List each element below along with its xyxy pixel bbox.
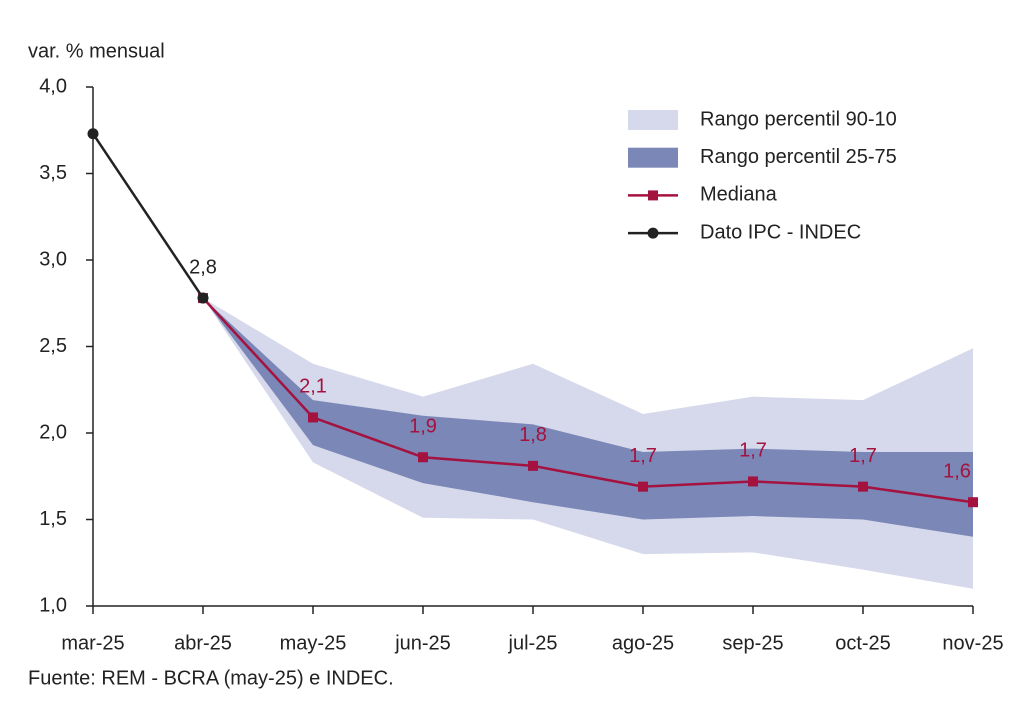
y-tick-label: 3,5 <box>39 162 67 184</box>
x-tick-label: sep-25 <box>722 632 783 654</box>
legend-label: Dato IPC - INDEC <box>700 221 861 243</box>
data-label: 1,8 <box>519 424 547 446</box>
point-marker <box>87 128 99 140</box>
point-marker <box>197 292 209 304</box>
y-tick-label: 4,0 <box>39 75 67 97</box>
x-tick-label: jul-25 <box>508 632 558 654</box>
legend-swatch <box>628 110 678 130</box>
y-tick-label: 1,0 <box>39 594 67 616</box>
point-marker <box>968 497 978 508</box>
y-tick-label: 2,5 <box>39 335 67 357</box>
point-marker <box>748 476 758 487</box>
legend-marker <box>648 190 658 201</box>
legend-label: Rango percentil 25-75 <box>700 146 897 168</box>
y-tick-label: 3,0 <box>39 248 67 270</box>
data-label: 2,8 <box>189 256 217 278</box>
data-label: 1,7 <box>629 445 657 467</box>
point-marker <box>528 460 538 471</box>
y-tick-label: 2,0 <box>39 421 67 443</box>
point-marker <box>308 412 318 423</box>
x-tick-label: jun-25 <box>394 632 451 654</box>
data-label: 1,9 <box>409 416 437 438</box>
data-label: 1,7 <box>739 440 767 462</box>
x-tick-label: oct-25 <box>835 632 891 654</box>
percentile-band <box>203 298 973 537</box>
y-tick-label: 1,5 <box>39 508 67 530</box>
source-note: Fuente: REM - BCRA (may-25) e INDEC. <box>28 667 394 689</box>
legend-label: Rango percentil 90-10 <box>700 108 897 130</box>
point-marker <box>858 481 868 492</box>
x-tick-label: abr-25 <box>174 632 232 654</box>
series-line <box>202 297 974 504</box>
legend-swatch <box>628 147 678 168</box>
legend-label: Mediana <box>700 184 778 206</box>
data-label: 2,1 <box>299 376 327 398</box>
legend-marker <box>647 227 659 239</box>
x-tick-label: mar-25 <box>61 632 124 654</box>
axis-title: var. % mensual <box>28 40 165 62</box>
series-line <box>91 133 205 299</box>
data-label: 1,6 <box>943 460 971 482</box>
point-marker <box>418 452 428 463</box>
x-tick-label: ago-25 <box>612 632 674 654</box>
data-label: 1,7 <box>849 445 877 467</box>
x-tick-label: may-25 <box>280 632 347 654</box>
x-tick-label: nov-25 <box>942 632 1003 654</box>
point-marker <box>638 481 648 492</box>
